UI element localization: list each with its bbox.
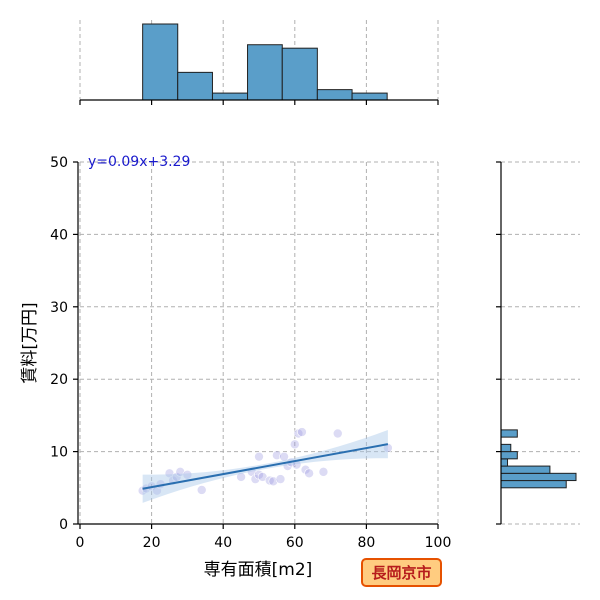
scatter-point <box>297 427 307 437</box>
right-histogram-bar <box>500 480 567 489</box>
scatter-point <box>332 428 343 439</box>
x-tick-label: 0 <box>76 535 85 551</box>
top-histogram-bars <box>142 23 388 101</box>
x-tick-label: 100 <box>425 535 452 551</box>
scatter-point <box>300 464 311 475</box>
scatter-point <box>318 467 329 477</box>
scatter-point <box>268 476 279 487</box>
scatter-point <box>383 443 393 453</box>
y-tick-label: 50 <box>50 155 68 171</box>
scatter-point <box>236 472 246 482</box>
y-tick-label: 30 <box>50 300 68 316</box>
right-histogram <box>496 161 580 525</box>
x-tick-label: 40 <box>214 535 232 551</box>
top-histogram-bar <box>247 44 283 101</box>
city-badge: 長岡京市 <box>361 558 442 587</box>
regression-equation: y=0.09x+3.29 <box>88 154 190 170</box>
scatter-point <box>275 474 286 484</box>
city-badge-box <box>361 558 442 587</box>
y-tick-label: 0 <box>59 517 68 533</box>
y-tick-label: 40 <box>50 227 68 243</box>
x-tick-label: 60 <box>286 535 304 551</box>
scatter-point <box>171 472 182 482</box>
top-histogram-ticks <box>79 100 439 105</box>
scatter-point <box>196 485 207 495</box>
top-histogram <box>79 20 439 105</box>
regression-line <box>142 443 389 490</box>
top-histogram-bar <box>316 89 353 101</box>
scatter-point <box>279 451 289 462</box>
scatter-point <box>272 450 282 461</box>
x-axis-ticks: 0 20 40 60 80 100 <box>76 524 452 551</box>
scatter-point <box>254 451 264 462</box>
x-axis-title: 専有面積[m2] <box>204 560 313 580</box>
right-histogram-bar <box>500 458 509 467</box>
top-histogram-bar <box>281 47 318 101</box>
right-histogram-bar <box>500 451 518 460</box>
right-histogram-grid <box>501 161 580 525</box>
x-tick-label: 20 <box>143 535 161 551</box>
y-tick-label: 10 <box>50 445 68 461</box>
right-histogram-bar <box>500 472 577 482</box>
right-histogram-ticks <box>496 161 501 525</box>
right-histogram-bar <box>500 443 512 453</box>
y-axis-ticks: 0 10 20 30 40 50 <box>50 155 78 533</box>
top-histogram-bar <box>177 71 213 101</box>
right-histogram-bar <box>500 429 518 438</box>
scatter-point <box>175 467 186 477</box>
top-histogram-bar <box>351 92 388 101</box>
top-histogram-bar <box>142 23 179 101</box>
x-tick-label: 80 <box>357 535 375 551</box>
scatter-point <box>182 469 193 480</box>
main-scatter: 0 20 40 60 80 100 0 10 20 30 40 50 y=0.09x+3.29 専有… <box>20 154 451 580</box>
scatter-point <box>264 475 275 486</box>
right-histogram-bars <box>500 429 577 489</box>
scatter-point <box>304 468 314 479</box>
top-histogram-bar <box>211 92 249 101</box>
scatter-point <box>289 439 300 450</box>
right-histogram-bar <box>500 465 551 474</box>
city-badge-label: 長岡京市 <box>371 564 431 582</box>
y-axis-title: 賃料[万円] <box>20 302 40 383</box>
y-tick-label: 20 <box>50 372 68 388</box>
